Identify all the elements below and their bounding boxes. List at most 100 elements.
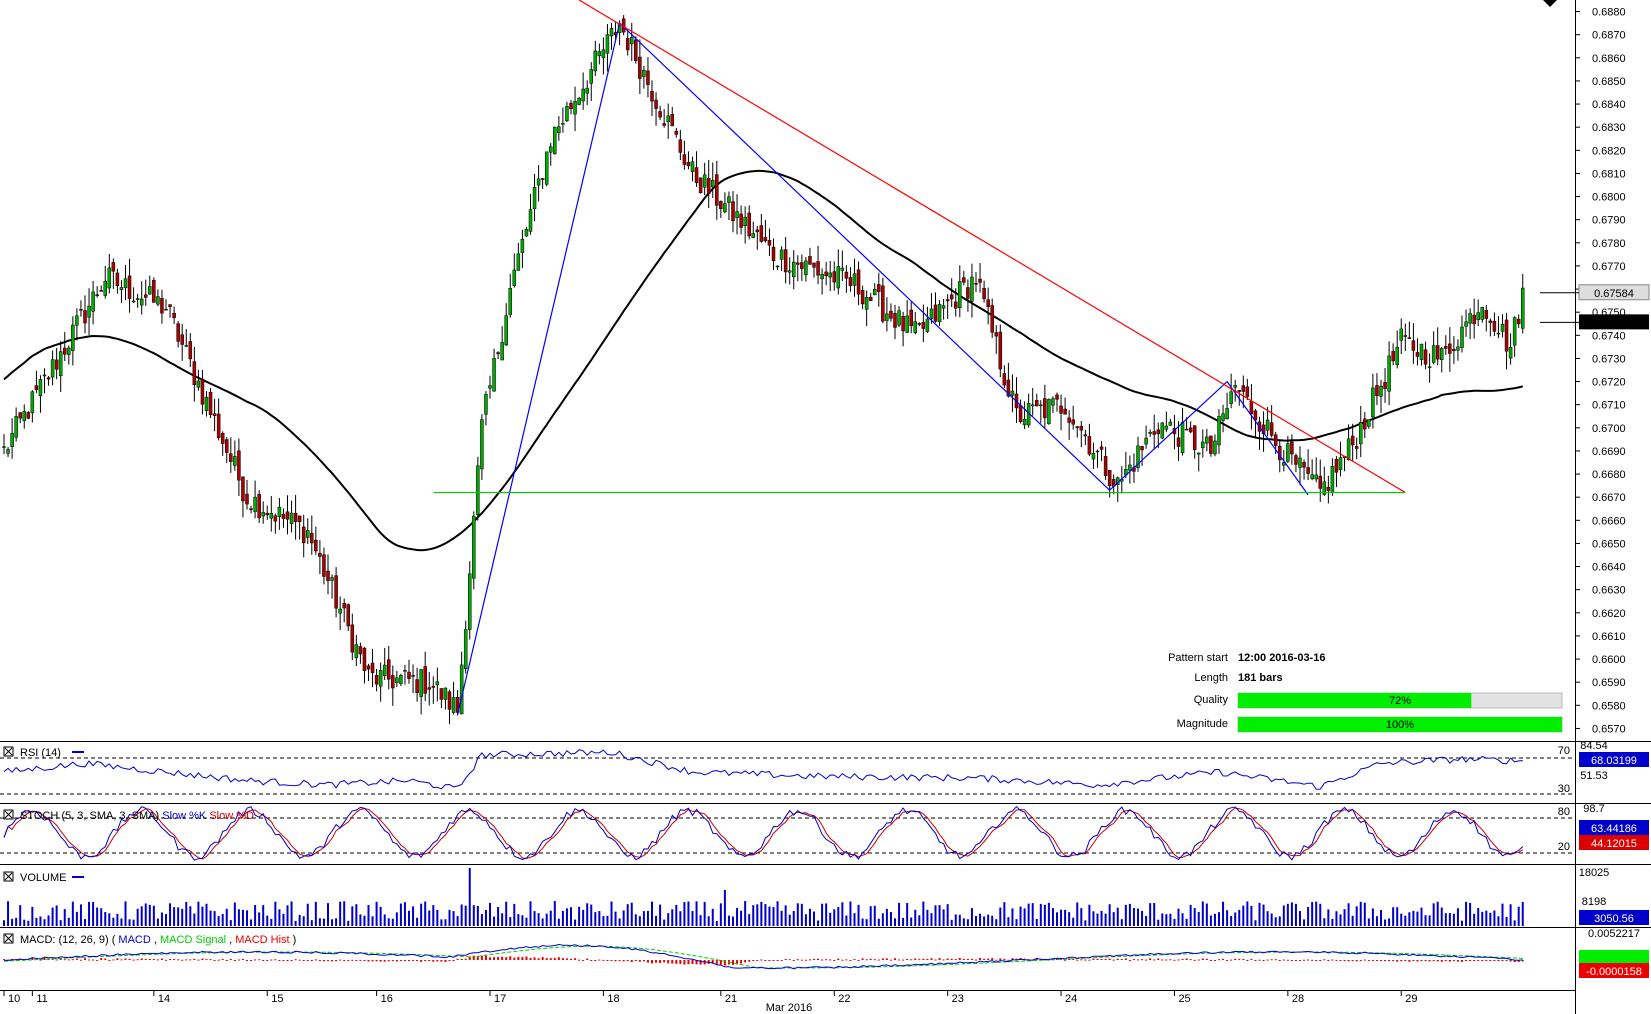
volume-bar [452, 911, 455, 926]
volume-bar [1051, 908, 1054, 926]
macd-hist-bar [144, 958, 147, 960]
macd-hist-bar [683, 960, 686, 965]
price-tick-label: 0.6830 [1592, 122, 1626, 134]
price-tick-label: 0.6840 [1592, 99, 1626, 111]
candle [127, 258, 132, 313]
candle [873, 283, 877, 296]
candle [1249, 384, 1254, 430]
volume-panel: VOLUME 18025 8198 3050.56 [0, 864, 1651, 926]
candle [484, 391, 488, 426]
volume-bar [877, 918, 880, 926]
candle-body [180, 334, 184, 345]
candle-body [164, 308, 168, 311]
candle-body [937, 304, 942, 322]
time-tick-label: 16 [381, 993, 393, 1005]
macd-title: MACD: (12, 26, 9) ( MACD , MACD Signal ,… [20, 934, 296, 946]
volume-bar [707, 916, 710, 926]
candle [95, 286, 99, 298]
candle-body [1500, 323, 1505, 332]
candle-body [103, 280, 107, 296]
candle-body [731, 201, 735, 221]
macd-hist-bar [1234, 958, 1237, 960]
macd-hist-bar [1388, 960, 1391, 962]
candle-body [216, 413, 221, 438]
candle [67, 345, 71, 365]
volume-bar [1404, 915, 1407, 926]
macd-hist-bar [663, 960, 666, 963]
macd-hist-bar [387, 960, 390, 962]
candle [1516, 314, 1521, 328]
volume-bar [436, 909, 439, 926]
macd-hist-bar [517, 956, 520, 960]
candle-body [1371, 387, 1375, 418]
volume-bar [930, 913, 933, 926]
macd-hist-bar [177, 959, 180, 961]
candle-body [419, 669, 423, 697]
candle [168, 304, 172, 318]
macd-hist-bar [626, 960, 629, 961]
candle-body [148, 286, 152, 295]
candle-body [808, 256, 812, 265]
candle-body [370, 662, 375, 673]
macd-hist-bar [266, 960, 269, 961]
candle [1435, 327, 1440, 366]
candle [241, 476, 245, 518]
candle [994, 325, 998, 354]
macd-hist-bar [1258, 959, 1261, 961]
candle-body [1201, 441, 1205, 449]
candle [917, 322, 922, 327]
candle [30, 390, 35, 423]
candle [553, 126, 557, 155]
candle-body [1188, 427, 1193, 433]
candle-body [1387, 355, 1391, 392]
macd-panel: MACD: (12, 26, 9) ( MACD , MACD Signal ,… [0, 927, 1651, 978]
volume-current-box [1579, 910, 1649, 925]
candle-body [820, 273, 824, 280]
price-tick-label: 0.6770 [1592, 261, 1626, 273]
macd-hist-bar [549, 958, 552, 960]
candle-body [139, 298, 144, 306]
candle [966, 279, 970, 312]
volume-bar [1327, 909, 1330, 926]
volume-bar [39, 916, 42, 926]
volume-bar [533, 911, 536, 926]
macd-hist-bar [173, 959, 176, 961]
macd-hist-bar [910, 959, 913, 961]
candle [144, 279, 148, 306]
candle [38, 375, 43, 413]
macd-hist-bar [331, 960, 334, 962]
volume-bar [1412, 910, 1415, 926]
macd-hist-bar [233, 960, 236, 961]
macd-hist-bar [71, 959, 74, 961]
candle-body [196, 380, 201, 388]
volume-bar [525, 917, 528, 926]
candle [958, 265, 962, 318]
macd-hist-bar [440, 960, 443, 962]
candle-body [747, 212, 751, 237]
candle-body [1521, 287, 1525, 329]
volume-bar [517, 914, 520, 926]
scroll-down-arrow-icon[interactable] [1543, 0, 1557, 7]
macd-hist-bar [598, 959, 601, 961]
candle-body [949, 294, 954, 300]
macd-hist-bar [582, 960, 585, 961]
price-axis: 0.68800.68700.68600.68500.68400.68300.68… [1540, 7, 1650, 735]
macd-hist-bar [1400, 960, 1403, 962]
volume-bar [744, 901, 747, 926]
macd-hist-bar [1246, 960, 1249, 961]
volume-bar [124, 901, 127, 926]
volume-bar [655, 915, 658, 926]
volume-bar [1153, 902, 1156, 926]
macd-hist-bar [237, 959, 240, 961]
candle-body [1363, 418, 1367, 430]
candle [1440, 347, 1444, 373]
ma-line [3, 169, 1524, 552]
candle [1403, 323, 1408, 352]
candle-body [411, 675, 415, 677]
macd-hist-bar [954, 959, 957, 961]
candle-body [6, 449, 10, 454]
macd-hist-bar [764, 960, 767, 961]
macd-hist-bar [359, 959, 362, 961]
candle [245, 479, 249, 510]
macd-hist-bar [302, 960, 305, 961]
